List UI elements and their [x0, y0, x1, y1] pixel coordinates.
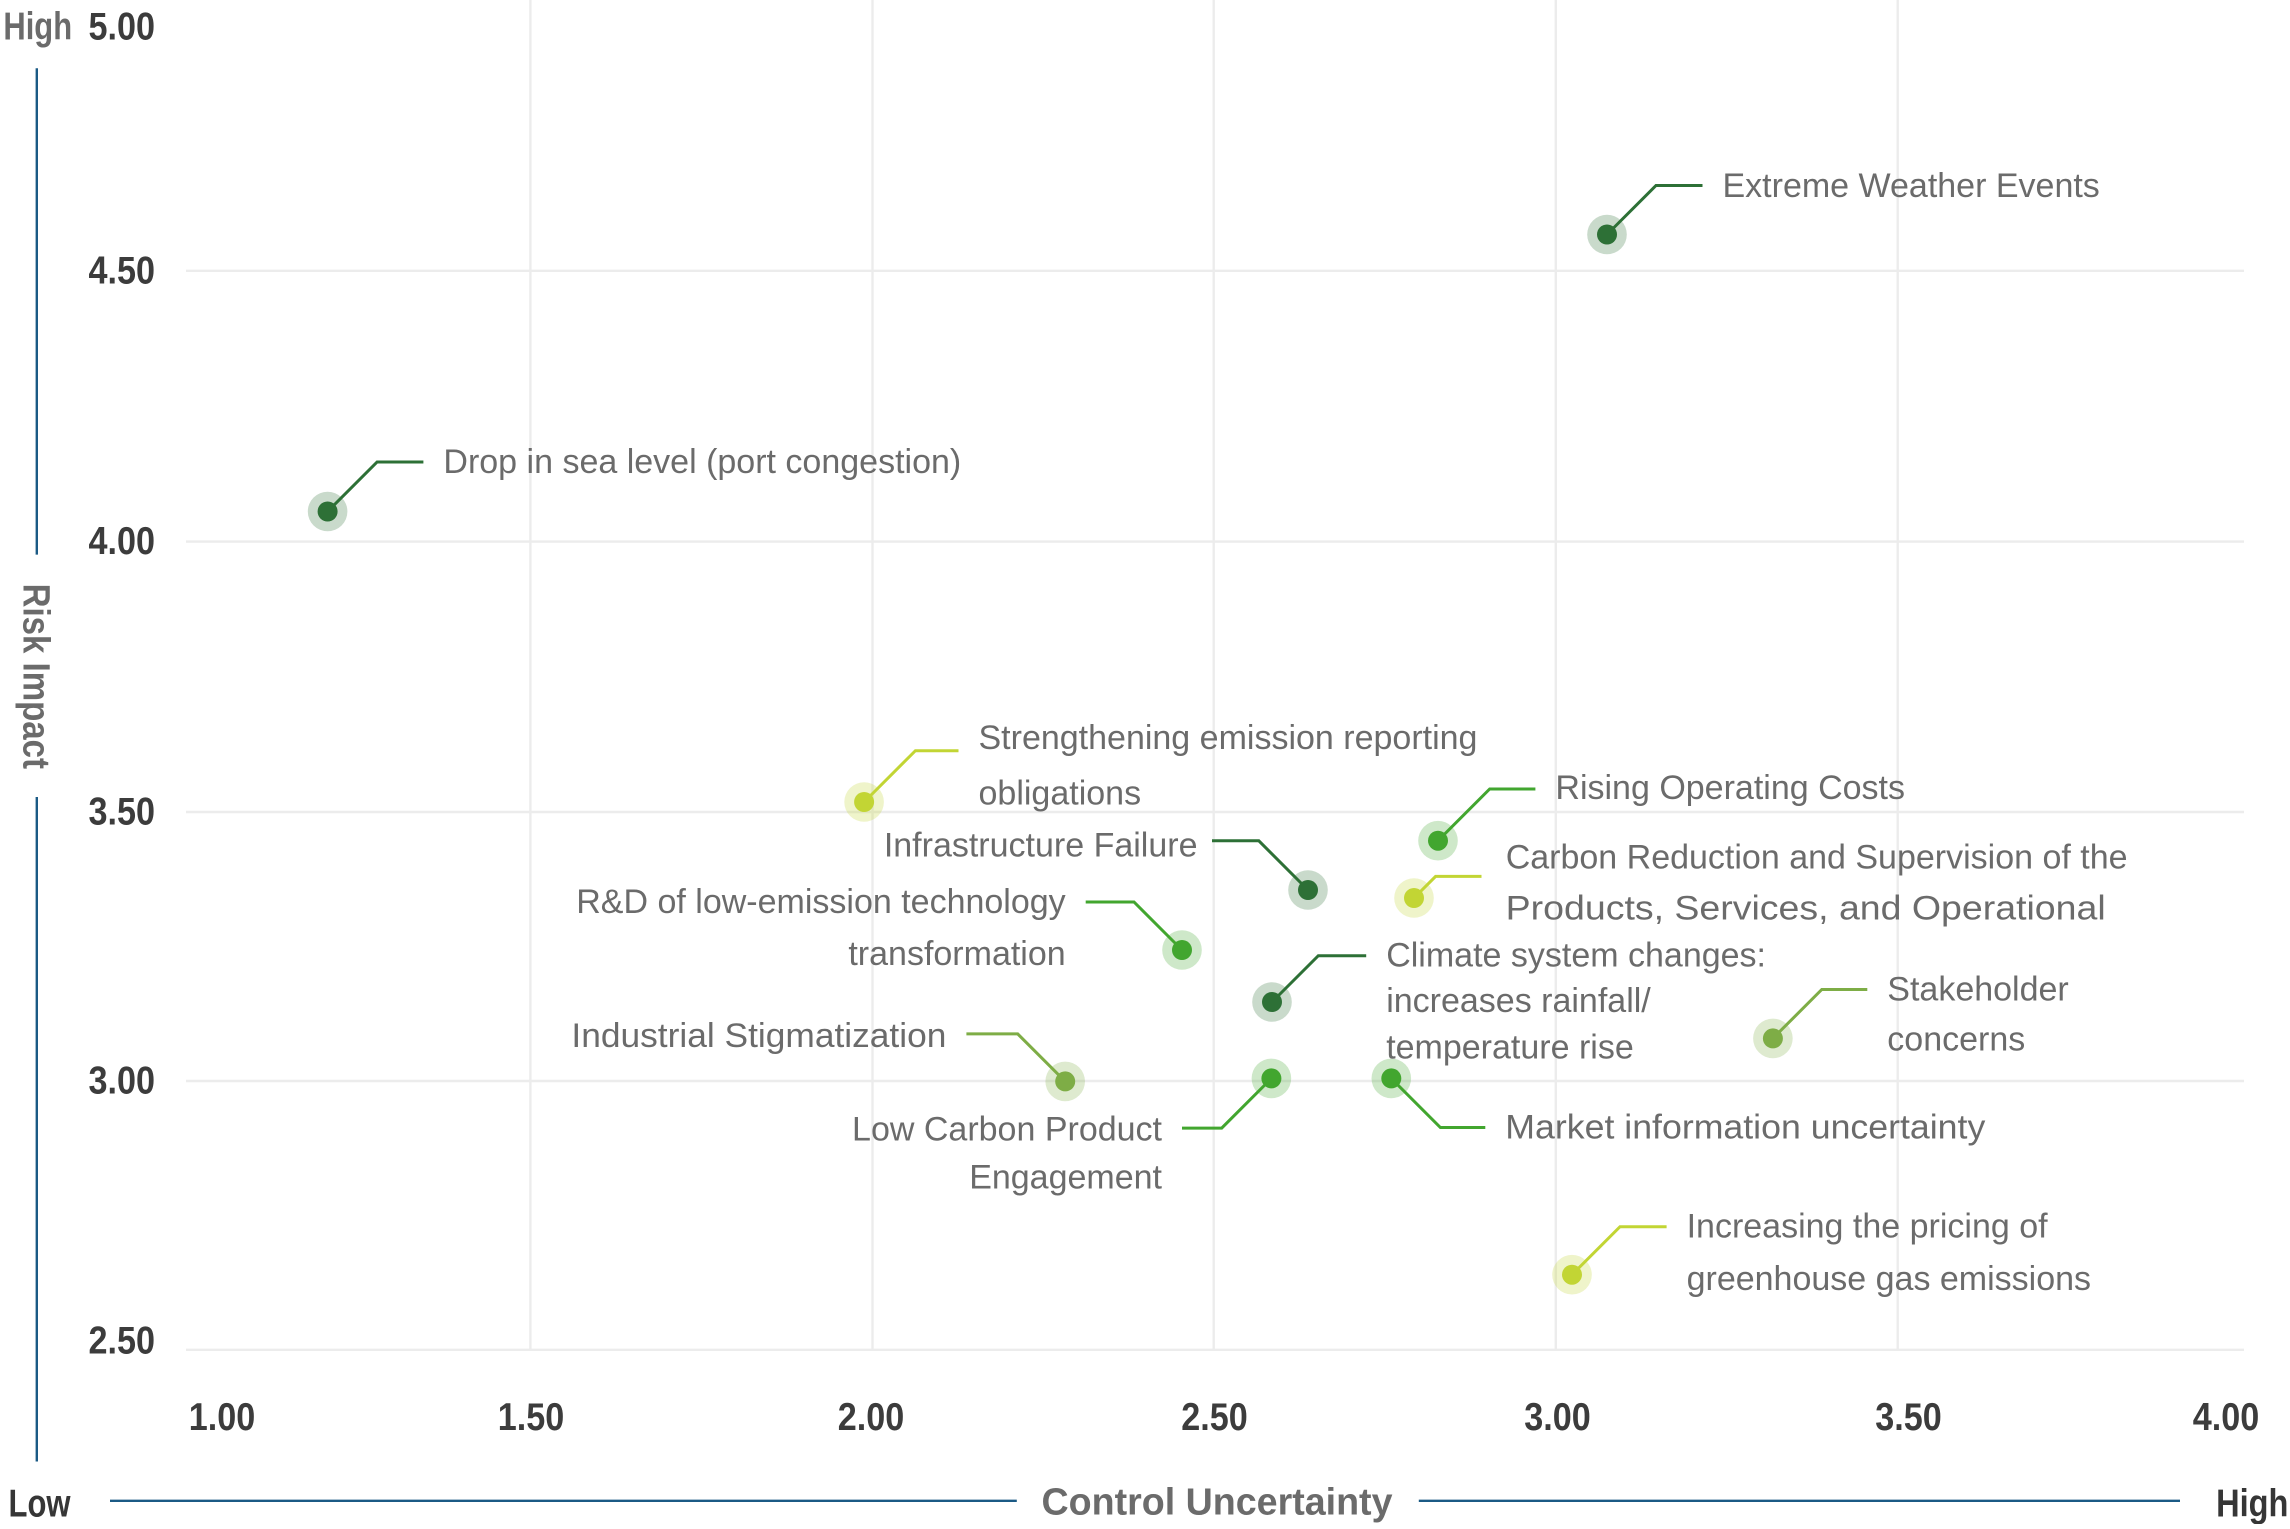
svg-text:3.00: 3.00: [1524, 1396, 1591, 1439]
svg-text:Carbon Reduction and Supervisi: Carbon Reduction and Supervision of the: [1506, 839, 2128, 877]
svg-text:temperature rise: temperature rise: [1386, 1028, 1634, 1066]
svg-text:concerns: concerns: [1887, 1021, 2025, 1059]
svg-text:Stakeholder: Stakeholder: [1887, 971, 2068, 1009]
svg-text:2.50: 2.50: [89, 1320, 156, 1363]
svg-text:1.00: 1.00: [189, 1396, 256, 1439]
svg-text:Extreme Weather Events: Extreme Weather Events: [1723, 167, 2100, 205]
svg-text:Engagement: Engagement: [969, 1159, 1162, 1197]
svg-text:1.50: 1.50: [498, 1396, 565, 1439]
svg-text:Market information uncertainty: Market information uncertainty: [1505, 1109, 1985, 1147]
svg-text:High: High: [2216, 1482, 2288, 1524]
svg-text:Low Carbon Product: Low Carbon Product: [852, 1110, 1163, 1148]
svg-text:obligations: obligations: [979, 775, 1142, 813]
svg-text:Control Uncertainty: Control Uncertainty: [1042, 1482, 1393, 1524]
svg-text:2.00: 2.00: [838, 1396, 905, 1439]
svg-text:transformation: transformation: [848, 935, 1065, 973]
svg-text:Climate system changes:: Climate system changes:: [1386, 937, 1766, 975]
svg-text:High: High: [3, 6, 72, 49]
svg-text:Low: Low: [9, 1482, 72, 1524]
svg-text:2.50: 2.50: [1181, 1396, 1248, 1439]
svg-text:3.50: 3.50: [89, 791, 156, 834]
svg-text:3.50: 3.50: [1875, 1396, 1942, 1439]
svg-text:Industrial Stigmatization: Industrial Stigmatization: [571, 1017, 946, 1055]
svg-text:Infrastructure Failure: Infrastructure Failure: [884, 826, 1198, 864]
svg-text:increases rainfall/: increases rainfall/: [1386, 982, 1651, 1020]
svg-text:Drop in sea level (port conges: Drop in sea level (port congestion): [443, 443, 961, 481]
svg-text:Risk Impact: Risk Impact: [15, 584, 57, 770]
svg-text:Increasing the pricing of: Increasing the pricing of: [1687, 1208, 2049, 1246]
svg-text:4.00: 4.00: [89, 520, 156, 563]
svg-text:4.50: 4.50: [89, 250, 156, 293]
svg-text:Strengthening emission reporti: Strengthening emission reporting: [979, 719, 1478, 757]
svg-text:Rising Operating Costs: Rising Operating Costs: [1555, 769, 1905, 807]
svg-text:5.00: 5.00: [89, 6, 156, 49]
svg-text:R&D of low-emission technology: R&D of low-emission technology: [576, 883, 1065, 921]
svg-text:Products, Services, and Operat: Products, Services, and Operational: [1506, 889, 2106, 927]
svg-text:greenhouse gas emissions: greenhouse gas emissions: [1687, 1260, 2091, 1298]
svg-text:4.00: 4.00: [2193, 1396, 2260, 1439]
svg-text:3.00: 3.00: [89, 1060, 156, 1103]
